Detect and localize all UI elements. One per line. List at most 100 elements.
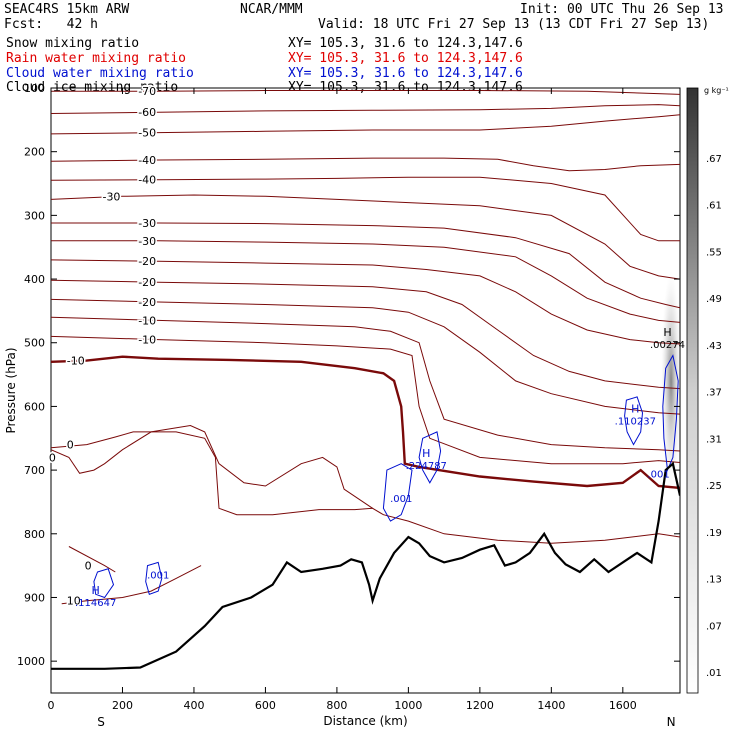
cloud-water-contour	[382, 463, 413, 522]
colorbar	[686, 87, 699, 694]
y-axis-label: Pressure (hPa)	[4, 347, 18, 433]
y-tick-label: 400	[24, 273, 45, 286]
cloud-water-contour	[418, 431, 442, 484]
temperature-contour--20	[51, 259, 680, 345]
forecast-hour: Fcst: 42 h	[4, 17, 98, 32]
temperature-contour--10	[51, 298, 680, 415]
terrain-line	[51, 461, 680, 670]
x-tick-label: 1200	[466, 699, 494, 712]
x-tick-label: 1400	[537, 699, 565, 712]
temperature-contour--40	[51, 176, 680, 242]
temperature-contour-label: -70	[138, 85, 156, 98]
temperature-contour-label: -40	[138, 154, 156, 167]
y-tick-label: 600	[24, 400, 45, 413]
temperature-contour-label: -40	[138, 174, 156, 187]
colorbar-label: .01	[706, 668, 722, 679]
cloud-water-contour-label: .001	[147, 570, 169, 581]
x-tick-label: 600	[255, 699, 276, 712]
y-tick-label: 900	[24, 591, 45, 604]
high-value: .110237	[615, 416, 656, 427]
colorbar-label: .67	[706, 154, 722, 165]
temperature-contour-label: -10	[67, 355, 85, 368]
x-tick-label: 800	[326, 699, 347, 712]
temperature-contour-label: -30	[102, 190, 120, 203]
y-tick-label: 200	[24, 146, 45, 159]
center-label: NCAR/MMM	[240, 2, 303, 17]
temperature-contour-label: -60	[138, 106, 156, 119]
field-label-snow: Snow mixing ratio	[6, 36, 140, 51]
temperature-contour-10	[51, 424, 373, 509]
temperature-contour--30	[51, 222, 680, 309]
temperature-contour-label: -20	[138, 296, 156, 309]
field-label-cloud-water: Cloud water mixing ratio	[6, 66, 194, 81]
temperature-contour--70	[51, 90, 680, 95]
field-xy-snow: XY= 105.3, 31.6 to 124.3,147.6	[288, 36, 523, 51]
temperature-contour--30	[51, 194, 680, 280]
colorbar-label: .25	[706, 481, 722, 492]
colorbar-unit: g kg⁻¹	[704, 86, 729, 95]
model-title: SEAC4RS 15km ARW	[4, 2, 130, 17]
field-label-rain: Rain water mixing ratio	[6, 51, 187, 66]
temperature-contour-10	[68, 546, 116, 573]
temperature-contour-label: 0	[67, 439, 74, 452]
high-marker: H	[422, 447, 430, 460]
colorbar-label: .13	[706, 575, 722, 586]
cloud-water-contour-label: .001	[390, 494, 412, 505]
colorbar-label: .37	[706, 388, 722, 399]
temperature-contour-0	[51, 355, 680, 490]
field-xy-cloud-water: XY= 105.3, 31.6 to 124.3,147.6	[288, 66, 523, 81]
y-tick-label: 500	[24, 337, 45, 350]
high-marker: H	[92, 584, 100, 597]
cloud-water-contour	[662, 354, 679, 473]
temperature-contour--20	[51, 279, 680, 390]
y-tick-label: 1000	[17, 655, 45, 668]
temperature-contour-20	[61, 565, 202, 605]
colorbar-label: .19	[706, 528, 722, 539]
y-tick-label: 800	[24, 528, 45, 541]
x-axis-label: Distance (km)	[323, 714, 407, 728]
x-tick-label: 0	[48, 699, 55, 712]
temperature-contour-label: -50	[138, 127, 156, 140]
high-marker: H	[631, 402, 639, 415]
north-end-label: N	[667, 715, 676, 729]
x-tick-label: 200	[112, 699, 133, 712]
high-value: .114647	[75, 598, 116, 609]
temperature-contour-label: -10	[138, 314, 156, 327]
cloud-water-contour	[624, 396, 644, 446]
colorbar-label: .31	[706, 434, 722, 445]
high-marker: H	[663, 326, 671, 339]
colorbar-label: .07	[706, 621, 722, 632]
temperature-contour--20	[51, 240, 680, 323]
temperature-contour-label: -30	[138, 235, 156, 248]
y-tick-label: 700	[24, 464, 45, 477]
colorbar-label: .49	[706, 294, 722, 305]
temperature-contour--60	[51, 104, 680, 114]
temperature-contour-label: -20	[138, 255, 156, 268]
y-tick-label: 100	[24, 82, 45, 95]
temperature-contour-label: 0	[49, 451, 56, 464]
temperature-contour--10	[51, 316, 680, 452]
temperature-contour-label: -20	[138, 276, 156, 289]
x-tick-label: 1000	[394, 699, 422, 712]
high-value: .224787	[406, 461, 447, 472]
temperature-contour-label: 10	[67, 595, 81, 608]
init-time: Init: 00 UTC Thu 26 Sep 13	[520, 2, 724, 17]
temperature-contour-label: 0	[85, 560, 92, 573]
temperature-contour-label: -10	[138, 334, 156, 347]
colorbar-label: .43	[706, 341, 722, 352]
temperature-contour-label: -30	[138, 217, 156, 230]
high-value: .00274	[650, 340, 685, 351]
colorbar-label: .61	[706, 201, 722, 212]
temperature-contour--10	[51, 335, 680, 465]
y-tick-label: 300	[24, 209, 45, 222]
valid-time: Valid: 18 UTC Fri 27 Sep 13 (13 CDT Fri …	[318, 17, 710, 32]
cloud-water-contour-label: .001	[647, 470, 669, 481]
colorbar-label: .55	[706, 247, 722, 258]
cloud-water-contour	[145, 561, 163, 595]
temperature-contour--50	[51, 114, 680, 135]
x-tick-label: 400	[183, 699, 204, 712]
south-end-label: S	[97, 715, 105, 729]
temperature-contour--40	[51, 157, 680, 172]
x-tick-label: 1600	[609, 699, 637, 712]
